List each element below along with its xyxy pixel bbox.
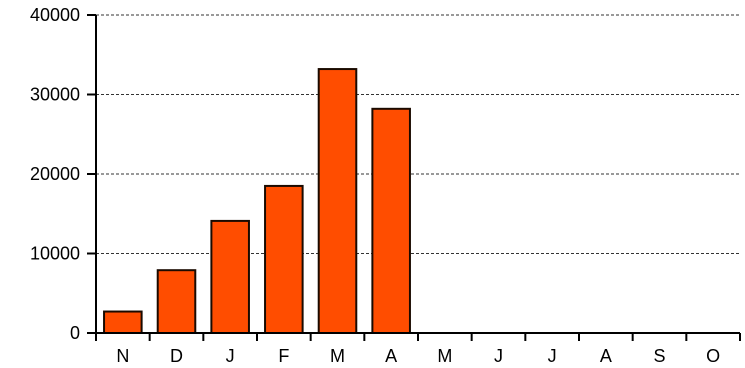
x-tick-label: J xyxy=(494,346,503,366)
bars xyxy=(103,68,411,335)
y-tick-label: 0 xyxy=(70,323,80,343)
x-tick-label: J xyxy=(226,346,235,366)
y-tick-label: 30000 xyxy=(30,85,80,105)
x-tick-label: M xyxy=(330,346,345,366)
bar-1 xyxy=(156,269,197,335)
x-tick-label: A xyxy=(385,346,397,366)
grid-lines xyxy=(96,14,740,254)
x-tick-label: D xyxy=(170,346,183,366)
y-tick-label: 10000 xyxy=(30,244,80,264)
bar-5 xyxy=(371,107,411,334)
x-tick-label: M xyxy=(437,346,452,366)
x-tick-label: N xyxy=(116,346,129,366)
bar-0 xyxy=(103,310,143,335)
x-tick-label: A xyxy=(600,346,612,366)
y-tick-label: 20000 xyxy=(30,164,80,184)
y-tick-labels: 0 10000 20000 30000 40000 xyxy=(30,5,80,343)
axes xyxy=(87,14,741,341)
bar-4 xyxy=(317,68,358,334)
bar-3 xyxy=(264,184,304,334)
x-tick-label: F xyxy=(278,346,289,366)
x-tick-label: J xyxy=(548,346,557,366)
y-tick-label: 40000 xyxy=(30,5,80,25)
bar-2 xyxy=(210,219,250,334)
x-tick-label: S xyxy=(653,346,665,366)
x-tick-label: O xyxy=(706,346,720,366)
